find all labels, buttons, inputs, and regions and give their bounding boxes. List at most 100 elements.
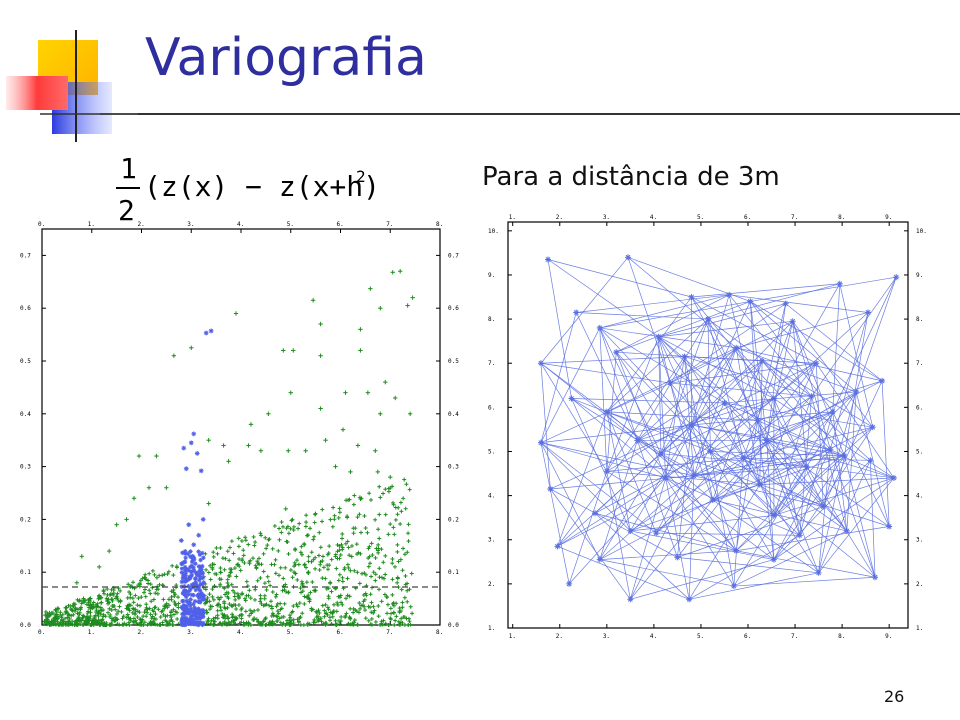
green-point xyxy=(295,617,300,622)
green-point xyxy=(258,448,264,453)
blue-point xyxy=(193,561,198,566)
blue-point xyxy=(181,588,187,594)
green-point xyxy=(276,573,281,578)
green-point xyxy=(226,583,231,588)
green-point xyxy=(273,571,278,576)
pair-link xyxy=(637,318,709,441)
sample-point xyxy=(634,437,641,444)
blue-point xyxy=(191,542,197,548)
y-tick-label-left: 0.2 xyxy=(20,516,31,523)
pair-link xyxy=(540,424,692,443)
green-point xyxy=(147,571,152,576)
sample-point xyxy=(554,543,561,550)
pair-link xyxy=(684,356,817,364)
green-point xyxy=(286,590,291,595)
green-point xyxy=(136,583,141,588)
green-point xyxy=(227,545,232,550)
green-point xyxy=(154,575,159,580)
green-point xyxy=(259,533,264,538)
pair-link xyxy=(712,396,812,501)
green-point xyxy=(381,618,386,623)
green-point xyxy=(278,607,283,612)
green-point xyxy=(277,537,282,542)
green-point xyxy=(316,553,321,558)
green-point xyxy=(388,474,393,480)
green-point xyxy=(363,572,368,577)
green-point-cloud xyxy=(42,269,415,627)
pair-link xyxy=(630,457,744,532)
green-point xyxy=(53,614,58,619)
x-tick-label-top: 5. xyxy=(697,214,704,221)
green-point xyxy=(113,615,118,620)
pair-link xyxy=(637,398,774,441)
green-point xyxy=(247,561,252,566)
green-point xyxy=(366,556,371,561)
green-point xyxy=(205,619,210,624)
green-point xyxy=(276,548,281,553)
green-point xyxy=(321,565,326,570)
green-point xyxy=(144,605,149,610)
green-point xyxy=(151,597,156,602)
green-point xyxy=(329,589,334,594)
pair-link xyxy=(712,448,831,501)
pair-link xyxy=(550,488,631,600)
green-point xyxy=(100,617,105,622)
sample-points xyxy=(537,254,900,603)
x-tick-label-top: 7. xyxy=(386,221,393,228)
green-point xyxy=(236,596,241,601)
green-point xyxy=(303,448,308,453)
green-point xyxy=(304,513,309,518)
green-point xyxy=(274,604,279,609)
pair-network-chart: 1. 1. 2. 2. 3. 3. 4. 4. 5. 5. 6. 6. 7. 7. 8. 8. 9. 9. 1. 1.… xyxy=(488,214,927,640)
green-point xyxy=(326,586,331,591)
green-point xyxy=(68,603,73,608)
green-point xyxy=(222,599,227,604)
green-point xyxy=(403,506,408,511)
green-point xyxy=(290,609,295,614)
green-point xyxy=(288,526,293,531)
pair-link xyxy=(818,477,895,574)
pair-link xyxy=(757,420,895,479)
green-point xyxy=(365,390,371,395)
green-point xyxy=(165,571,170,576)
green-point xyxy=(218,582,223,587)
x-tick-label-top: 9. xyxy=(885,214,892,221)
x-tick-label-bottom: 4. xyxy=(650,633,657,640)
green-point xyxy=(229,539,234,544)
pair-link xyxy=(571,398,711,452)
green-point xyxy=(383,487,388,492)
green-point xyxy=(263,615,268,620)
green-point xyxy=(126,620,131,625)
green-point xyxy=(373,517,378,522)
green-point xyxy=(408,604,413,609)
green-point xyxy=(309,550,314,555)
green-point xyxy=(239,606,244,611)
green-point xyxy=(335,542,340,547)
green-point xyxy=(56,606,61,611)
green-point xyxy=(87,603,92,608)
pair-link xyxy=(792,321,831,450)
green-point xyxy=(227,558,232,563)
green-point xyxy=(229,582,234,587)
green-point xyxy=(262,581,267,586)
green-point xyxy=(53,608,58,613)
green-point xyxy=(255,607,260,612)
pair-link xyxy=(773,398,801,536)
sample-point xyxy=(890,474,897,481)
green-point xyxy=(345,576,350,581)
green-point xyxy=(105,610,110,615)
green-point xyxy=(243,538,248,543)
x-tick-label-top: 1. xyxy=(509,214,516,221)
green-point xyxy=(350,622,355,627)
green-point xyxy=(357,610,362,615)
green-point xyxy=(96,610,101,615)
green-point xyxy=(45,612,50,617)
green-point xyxy=(346,498,351,503)
green-point xyxy=(252,543,257,548)
blue-point xyxy=(182,584,187,589)
pair-link xyxy=(844,455,876,578)
green-point xyxy=(101,622,106,627)
green-point xyxy=(339,542,344,547)
pair-link xyxy=(557,453,662,547)
green-point xyxy=(239,592,244,597)
